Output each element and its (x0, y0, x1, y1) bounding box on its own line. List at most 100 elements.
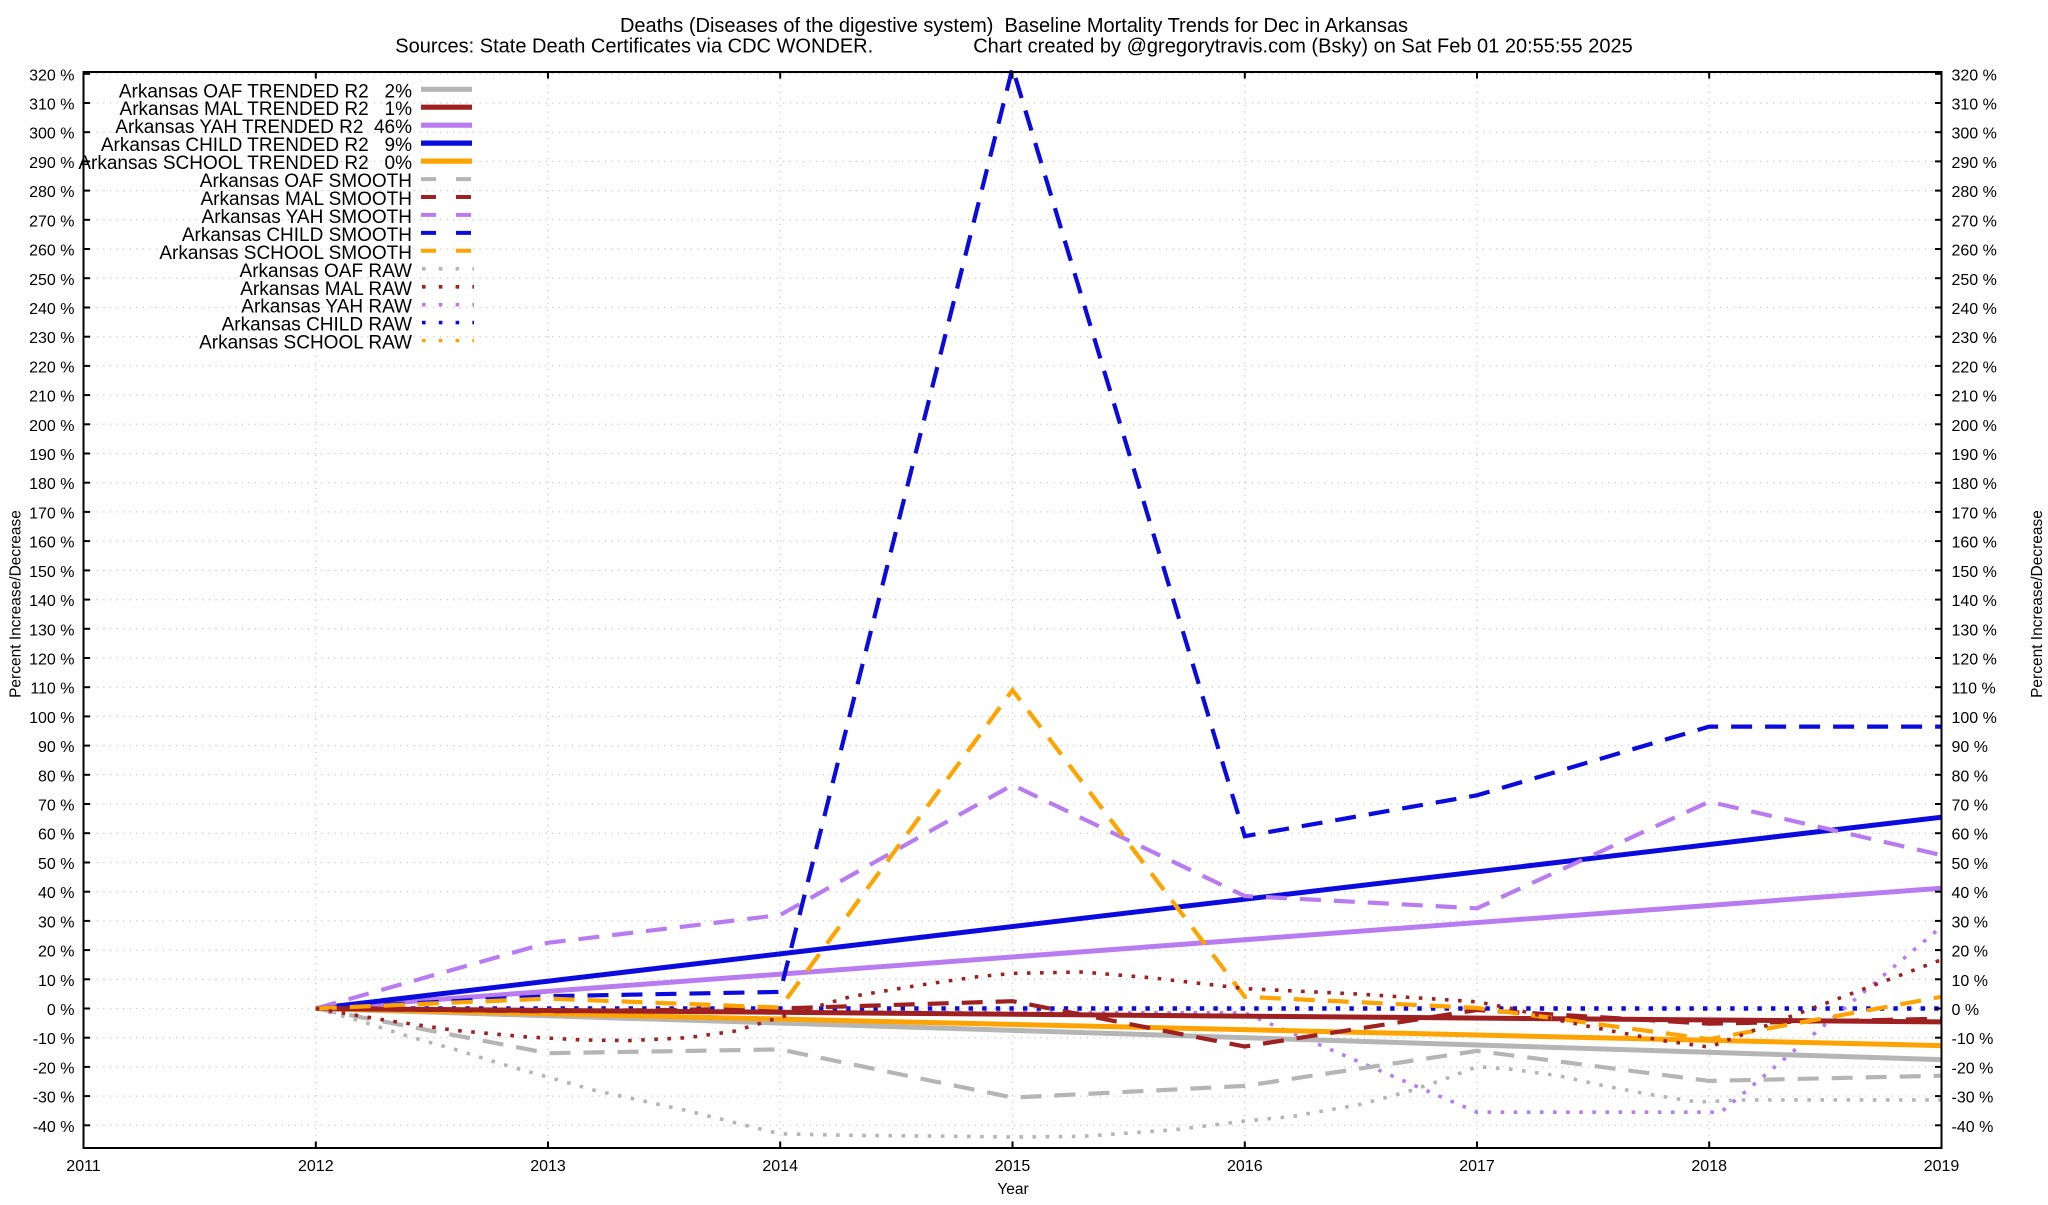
svg-text:-40 %: -40 % (1952, 1119, 1994, 1136)
svg-text:2016: 2016 (1227, 1158, 1263, 1175)
svg-text:130 %: 130 % (1952, 622, 1997, 639)
svg-text:110 %: 110 % (30, 681, 74, 698)
svg-text:10 %: 10 % (1952, 973, 1988, 990)
svg-text:2014: 2014 (762, 1158, 798, 1175)
svg-text:80 %: 80 % (1952, 768, 1988, 785)
svg-text:270 %: 270 % (29, 213, 74, 230)
svg-text:0 %: 0 % (47, 1002, 75, 1019)
svg-text:300 %: 300 % (1952, 126, 1997, 143)
svg-text:240 %: 240 % (1952, 301, 1997, 318)
svg-text:290 %: 290 % (29, 155, 74, 172)
svg-text:160 %: 160 % (1952, 535, 1997, 552)
svg-text:230 %: 230 % (29, 330, 74, 347)
svg-text:2011: 2011 (66, 1158, 101, 1175)
svg-text:10 %: 10 % (38, 973, 74, 990)
svg-text:40 %: 40 % (1952, 885, 1988, 902)
svg-text:60 %: 60 % (38, 827, 74, 844)
svg-text:200 %: 200 % (29, 418, 74, 435)
svg-text:70 %: 70 % (1952, 798, 1988, 815)
svg-text:200 %: 200 % (1952, 418, 1997, 435)
svg-text:170 %: 170 % (29, 505, 74, 522)
svg-text:230 %: 230 % (1952, 330, 1997, 347)
svg-text:50 %: 50 % (1952, 856, 1988, 873)
svg-text:Arkansas SCHOOL SMOOTH: Arkansas SCHOOL SMOOTH (159, 243, 412, 264)
svg-text:-30 %: -30 % (33, 1090, 75, 1107)
svg-text:250 %: 250 % (29, 272, 74, 289)
svg-text:2013: 2013 (530, 1158, 566, 1175)
svg-text:240 %: 240 % (29, 301, 74, 318)
svg-text:220 %: 220 % (1952, 359, 1997, 376)
svg-text:30 %: 30 % (1952, 914, 1988, 931)
svg-text:60 %: 60 % (1952, 827, 1988, 844)
svg-text:100 %: 100 % (1952, 710, 1997, 727)
svg-text:Arkansas MAL SMOOTH: Arkansas MAL SMOOTH (200, 189, 412, 210)
svg-text:2017: 2017 (1459, 1158, 1495, 1175)
svg-text:Arkansas MAL RAW: Arkansas MAL RAW (240, 279, 412, 300)
svg-text:260 %: 260 % (1952, 243, 1997, 260)
svg-text:260 %: 260 % (29, 243, 74, 260)
svg-text:90 %: 90 % (1952, 739, 1988, 756)
svg-text:-20 %: -20 % (33, 1060, 75, 1077)
svg-text:Arkansas CHILD TRENDED R2 9%: Arkansas CHILD TRENDED R2 9% (101, 135, 412, 156)
svg-text:270 %: 270 % (1952, 213, 1997, 230)
svg-text:2018: 2018 (1691, 1158, 1727, 1175)
svg-text:Arkansas OAF RAW: Arkansas OAF RAW (240, 261, 413, 282)
svg-text:190 %: 190 % (1952, 447, 1997, 464)
svg-text:Arkansas CHILD SMOOTH: Arkansas CHILD SMOOTH (182, 225, 412, 246)
svg-text:Arkansas SCHOOL RAW: Arkansas SCHOOL RAW (199, 333, 412, 354)
svg-text:Year: Year (997, 1181, 1028, 1198)
svg-text:-20 %: -20 % (1952, 1060, 1994, 1077)
svg-text:Arkansas YAH SMOOTH: Arkansas YAH SMOOTH (202, 207, 412, 228)
svg-text:280 %: 280 % (29, 184, 74, 201)
svg-text:130 %: 130 % (29, 622, 74, 639)
svg-text:Arkansas SCHOOL TRENDED R2 0: Arkansas SCHOOL TRENDED R2 0% (78, 153, 412, 174)
svg-text:320 %: 320 % (29, 67, 74, 84)
svg-text:300 %: 300 % (29, 126, 74, 143)
svg-text:110 %: 110 % (1952, 681, 1996, 698)
svg-text:140 %: 140 % (29, 593, 74, 610)
svg-text:120 %: 120 % (29, 652, 74, 669)
svg-text:150 %: 150 % (29, 564, 74, 581)
svg-text:20 %: 20 % (38, 944, 74, 961)
svg-text:-10 %: -10 % (33, 1031, 75, 1048)
svg-text:280 %: 280 % (1952, 184, 1997, 201)
svg-text:30 %: 30 % (38, 914, 74, 931)
svg-text:310 %: 310 % (29, 97, 74, 114)
svg-text:Arkansas YAH RAW: Arkansas YAH RAW (241, 297, 412, 318)
svg-text:140 %: 140 % (1952, 593, 1997, 610)
svg-text:40 %: 40 % (38, 885, 74, 902)
svg-text:220 %: 220 % (29, 359, 74, 376)
svg-text:50 %: 50 % (38, 856, 74, 873)
svg-text:150 %: 150 % (1952, 564, 1997, 581)
svg-text:Percent Increase/Decrease: Percent Increase/Decrease (2029, 510, 2046, 698)
svg-text:Arkansas OAF SMOOTH: Arkansas OAF SMOOTH (200, 171, 412, 192)
svg-text:70 %: 70 % (38, 798, 74, 815)
svg-text:170 %: 170 % (1952, 505, 1997, 522)
svg-text:320 %: 320 % (1952, 67, 1997, 84)
svg-text:-30 %: -30 % (1952, 1090, 1994, 1107)
svg-text:-10 %: -10 % (1952, 1031, 1994, 1048)
svg-text:290 %: 290 % (1952, 155, 1997, 172)
svg-text:0 %: 0 % (1952, 1002, 1980, 1019)
svg-text:2012: 2012 (298, 1158, 334, 1175)
svg-text:210 %: 210 % (29, 389, 74, 406)
svg-text:190 %: 190 % (29, 447, 74, 464)
svg-text:100 %: 100 % (29, 710, 74, 727)
svg-text:80 %: 80 % (38, 768, 74, 785)
svg-text:Percent Increase/Decrease: Percent Increase/Decrease (8, 510, 25, 698)
svg-text:2019: 2019 (1924, 1158, 1960, 1175)
svg-text:Arkansas CHILD RAW: Arkansas CHILD RAW (222, 315, 412, 336)
svg-text:Deaths (Diseases of the digest: Deaths (Diseases of the digestive system… (620, 15, 1408, 37)
svg-text:90 %: 90 % (38, 739, 74, 756)
svg-text:310 %: 310 % (1952, 97, 1997, 114)
svg-text:210 %: 210 % (1952, 389, 1997, 406)
svg-text:Arkansas YAH TRENDED R2 46%: Arkansas YAH TRENDED R2 46% (115, 117, 412, 138)
svg-text:250 %: 250 % (1952, 272, 1997, 289)
svg-text:Sources: State Death Certifica: Sources: State Death Certificates via CD… (395, 36, 1632, 58)
svg-text:2015: 2015 (995, 1158, 1031, 1175)
svg-text:160 %: 160 % (29, 535, 74, 552)
svg-text:Arkansas MAL TRENDED R2 1%: Arkansas MAL TRENDED R2 1% (120, 99, 413, 120)
svg-text:180 %: 180 % (29, 476, 74, 493)
svg-text:Arkansas OAF TRENDED R2 2%: Arkansas OAF TRENDED R2 2% (119, 81, 412, 102)
svg-text:120 %: 120 % (1952, 652, 1997, 669)
